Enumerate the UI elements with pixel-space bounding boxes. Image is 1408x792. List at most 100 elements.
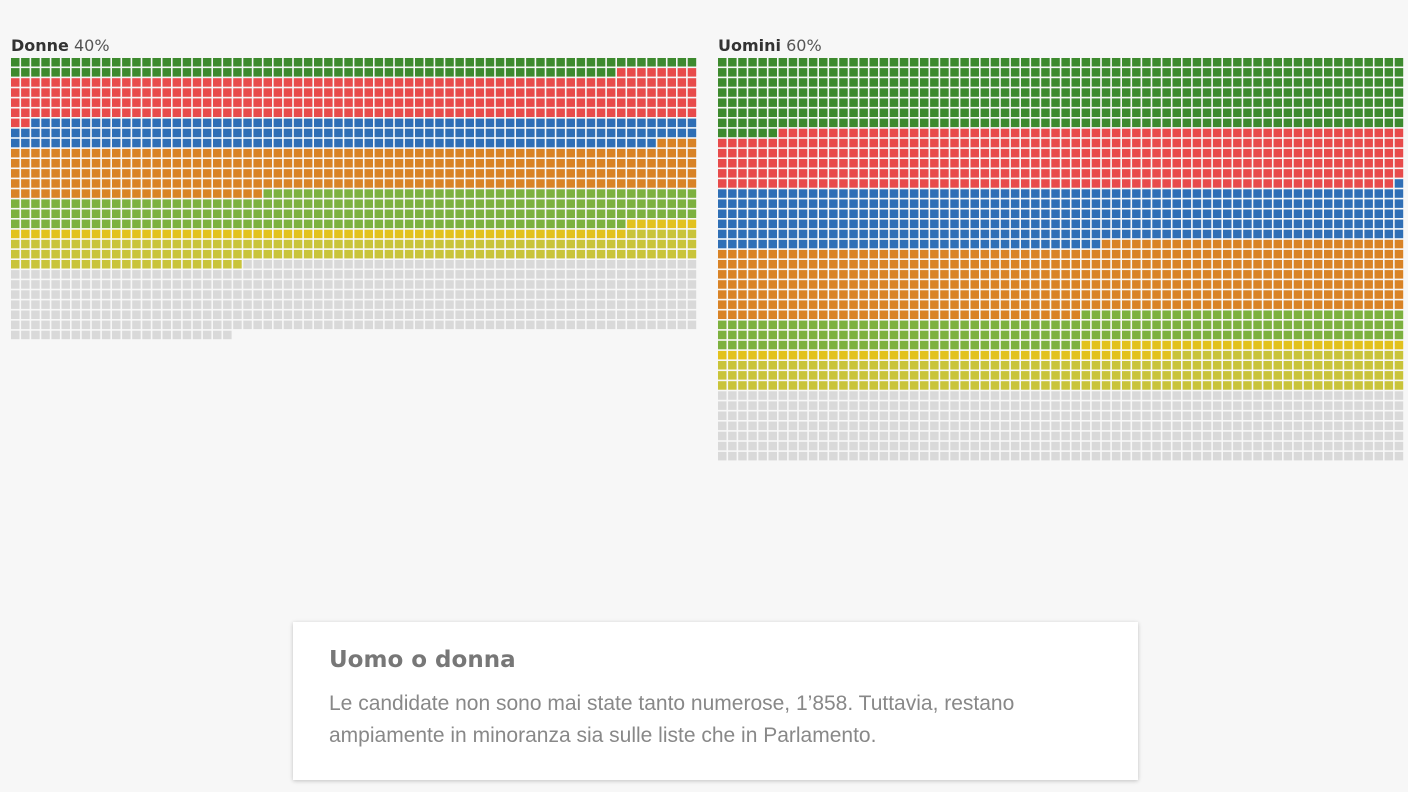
waffle-cell (728, 68, 737, 77)
waffle-cell (1334, 78, 1343, 87)
waffle-cell (1223, 199, 1232, 208)
waffle-cell (617, 229, 626, 239)
waffle-cell (1344, 239, 1353, 249)
waffle-cell (1344, 169, 1353, 178)
waffle-cell (1263, 391, 1272, 400)
waffle-cell (546, 239, 555, 249)
waffle-cell (647, 118, 656, 128)
waffle-cell (1263, 68, 1272, 77)
waffle-cell (51, 118, 60, 128)
panel-title-donne: Donne 40% (11, 36, 698, 56)
waffle-cell (213, 209, 222, 218)
waffle-cell (1344, 340, 1353, 350)
waffle-cell (324, 118, 333, 128)
waffle-cell (667, 159, 676, 168)
waffle-cell (869, 88, 878, 97)
waffle-cell (324, 270, 333, 279)
waffle-cell (546, 159, 555, 168)
waffle-cell (687, 260, 697, 269)
waffle-cell (1384, 209, 1394, 218)
waffle-cell (627, 320, 636, 330)
waffle-cell (112, 159, 121, 168)
waffle-cell (970, 260, 979, 269)
waffle-cell (556, 310, 565, 319)
waffle-cell (1010, 421, 1020, 431)
waffle-cell (1243, 68, 1252, 77)
waffle-cell (778, 249, 788, 259)
waffle-cell (647, 159, 656, 168)
waffle-cell (1313, 249, 1323, 259)
waffle-cell (314, 260, 323, 269)
waffle-cell (778, 159, 788, 168)
waffle-cell (273, 239, 283, 249)
waffle-cell (435, 68, 444, 77)
waffle-cell (546, 68, 555, 77)
panel-title-name: Uomini (718, 36, 782, 55)
waffle-cell (909, 199, 919, 208)
waffle-cell (384, 118, 394, 128)
waffle-cell (1122, 78, 1131, 87)
waffle-cell (1132, 300, 1141, 309)
waffle-cell (1293, 361, 1303, 370)
waffle-cell (909, 169, 919, 178)
waffle-cell (253, 239, 262, 249)
waffle-cell (586, 148, 596, 158)
waffle-cell (829, 138, 838, 148)
waffle-cell (475, 68, 485, 77)
waffle-cell (879, 229, 889, 239)
waffle-cell (1152, 249, 1161, 259)
waffle-cell (1081, 421, 1091, 431)
waffle-cell (1041, 381, 1050, 390)
waffle-cell (627, 239, 636, 249)
waffle-cell (273, 169, 283, 178)
waffle-cell (1263, 159, 1272, 168)
waffle-cell (798, 98, 808, 107)
waffle-cell (677, 300, 687, 309)
waffle-cell (384, 239, 394, 249)
waffle-cell (819, 108, 828, 117)
waffle-cell (849, 108, 858, 117)
waffle-cell (344, 189, 353, 198)
waffle-cell (889, 361, 899, 370)
waffle-cell (1243, 431, 1252, 441)
waffle-cell (819, 391, 828, 400)
waffle-cell (657, 249, 666, 259)
waffle-cell (213, 58, 222, 67)
waffle-cell (122, 280, 131, 289)
waffle-cell (849, 431, 858, 441)
waffle-cell (768, 451, 777, 461)
waffle-cell (546, 88, 555, 97)
waffle-cell (596, 270, 606, 279)
waffle-cell (112, 169, 121, 178)
waffle-cell (657, 199, 666, 208)
waffle-cell (788, 270, 798, 279)
waffle-cell (364, 270, 373, 279)
waffle-cell (1253, 88, 1262, 97)
waffle-cell (1374, 169, 1383, 178)
waffle-cell (1374, 270, 1383, 279)
waffle-cell (1313, 169, 1323, 178)
waffle-cell (223, 249, 232, 259)
waffle-cell (849, 229, 858, 239)
waffle-cell (869, 239, 878, 249)
waffle-cell (1233, 320, 1242, 330)
waffle-cell (798, 118, 808, 128)
waffle-cell (1061, 280, 1070, 289)
waffle-cell (192, 159, 202, 168)
waffle-cell (990, 320, 1000, 330)
waffle-cell (374, 138, 384, 148)
waffle-cell (899, 148, 909, 158)
waffle-cell (223, 330, 232, 340)
waffle-cell (950, 280, 959, 289)
waffle-cell (829, 58, 838, 67)
waffle-cell (253, 260, 262, 269)
waffle-cell (303, 68, 313, 77)
waffle-cell (687, 88, 697, 97)
waffle-cell (31, 320, 40, 330)
waffle-cell (687, 68, 697, 77)
waffle-cell (990, 350, 1000, 360)
waffle-cell (404, 249, 414, 259)
waffle-cell (940, 330, 949, 340)
waffle-cell (617, 300, 626, 309)
waffle-cell (899, 229, 909, 239)
